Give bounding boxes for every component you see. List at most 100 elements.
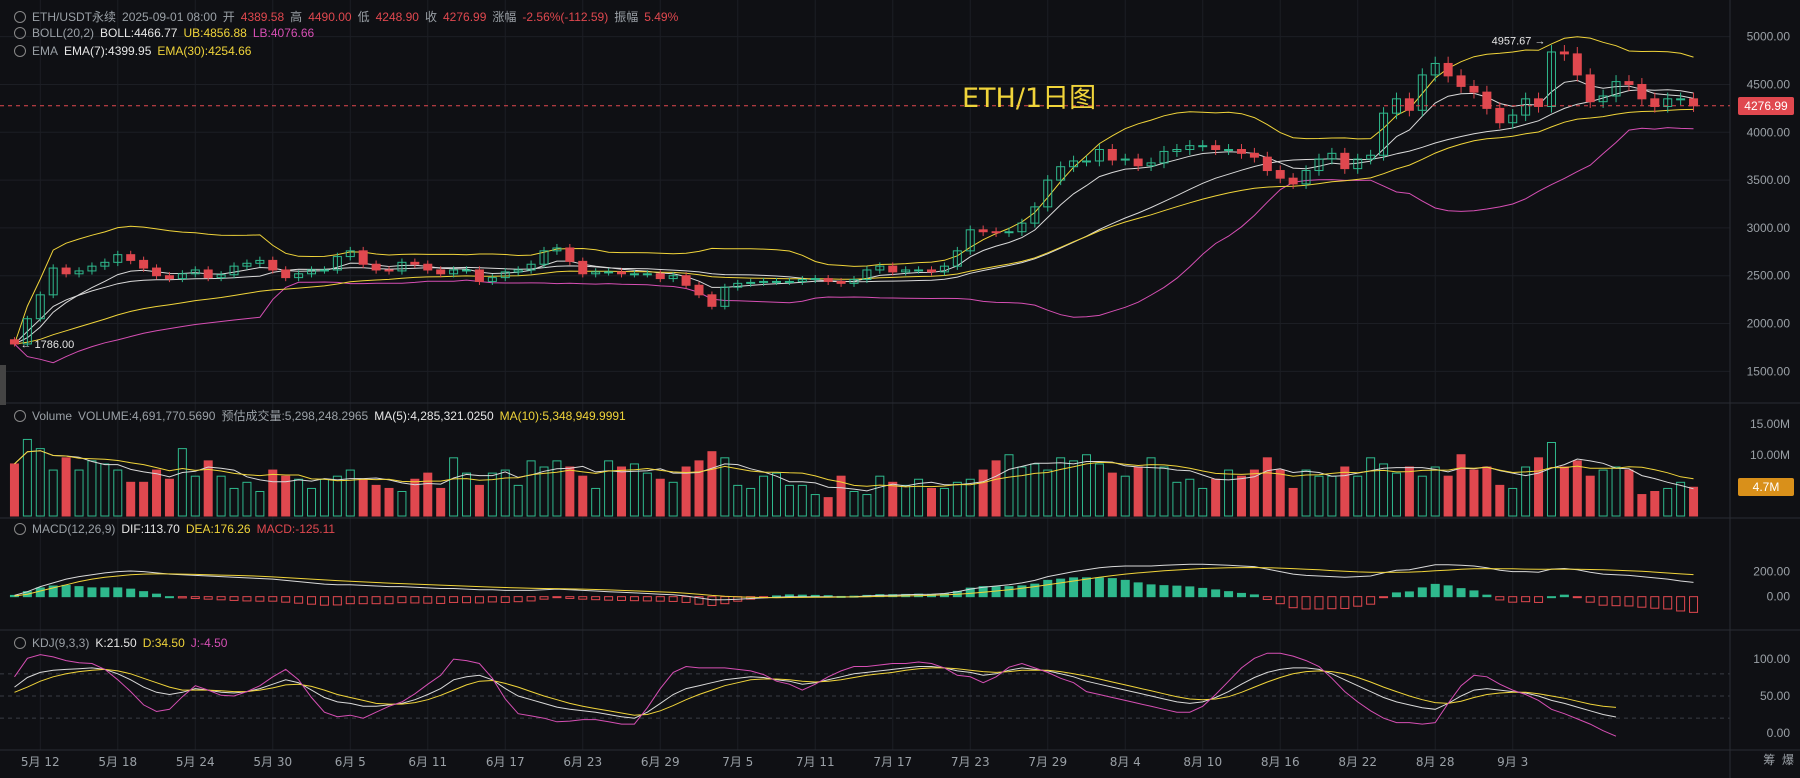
macd-bar [410, 596, 420, 604]
volume-bar [1469, 469, 1479, 517]
volume-bar [810, 494, 820, 517]
candle-body [1572, 53, 1582, 76]
macd-bar [1017, 585, 1027, 598]
macd-bar [61, 584, 71, 598]
candle-body [1366, 154, 1376, 160]
macd-bar [281, 596, 291, 603]
x-axis-label: 6月 23 [563, 755, 602, 769]
volume-bar [74, 469, 84, 517]
volume-bar [61, 457, 71, 517]
x-axis-label: 7月 23 [951, 755, 990, 769]
ema-header: EMA EMA(7):4399.95 EMA(30):4254.66 [14, 44, 251, 58]
macd-bar [1146, 584, 1156, 598]
macd-bar [578, 596, 588, 600]
candle-body [87, 265, 97, 272]
kdj-lines [14, 652, 1617, 737]
volume-bar [1301, 469, 1311, 517]
collapse-icon[interactable] [14, 10, 26, 23]
macd-bar [1559, 594, 1569, 598]
macd-bar [1107, 578, 1117, 598]
volume-bar [1094, 463, 1104, 517]
candle-body [410, 261, 420, 265]
candle-body [591, 271, 601, 275]
candle-body [1353, 158, 1363, 170]
collapse-icon[interactable] [14, 409, 26, 422]
macd-bar [1288, 596, 1298, 609]
candle-body [526, 263, 536, 271]
volume-bar [707, 451, 717, 517]
macd-bar [629, 596, 639, 602]
kdj-k-line [14, 666, 1617, 719]
bell-icon[interactable] [14, 27, 26, 39]
candle-body [604, 271, 614, 274]
boll-upper-line [14, 36, 1694, 345]
candle-body [1469, 85, 1479, 93]
candle-body [1133, 158, 1143, 167]
macd-bar [139, 591, 149, 598]
candle-body [1236, 149, 1246, 154]
volume-bar [746, 487, 756, 517]
collapse-icon[interactable] [14, 637, 26, 649]
macd-bar [1301, 596, 1311, 610]
candle-body [48, 267, 58, 296]
volume-bar [1585, 475, 1595, 517]
volume-bar [384, 487, 394, 517]
grid-lines [0, 0, 1730, 750]
kdj-axis-label: 50.00 [1760, 689, 1790, 703]
candle-body [332, 256, 342, 271]
volume-bar [1314, 475, 1324, 517]
x-axis-label: 7月 17 [873, 755, 912, 769]
candle-body [1611, 81, 1621, 97]
volume-bar [190, 475, 200, 517]
macd-axis-label: 200.00 [1753, 565, 1790, 579]
candle-body [345, 250, 355, 258]
candle-body [1404, 98, 1414, 111]
candle-body [1120, 158, 1130, 161]
boll-mid-value: BOLL:4466.77 [100, 26, 178, 40]
volume-bar [655, 478, 665, 517]
x-axis-label: 7月 5 [722, 755, 753, 769]
amp-value: 5.49% [644, 9, 679, 24]
volume-bar [978, 469, 988, 517]
candle-body [203, 269, 213, 279]
volume-bar [1495, 484, 1505, 517]
macd-bar [487, 596, 497, 603]
candle-body [1650, 98, 1660, 107]
macd-bar [462, 596, 472, 604]
close-value: 4276.99 [443, 9, 487, 24]
volume-bar [281, 475, 291, 517]
volume-ma5: MA(5):4,285,321.0250 [374, 408, 494, 423]
candle-body [319, 269, 329, 272]
macd-bar [332, 596, 342, 606]
volume-bar [1676, 481, 1686, 517]
candle-body [152, 267, 162, 277]
macd-lines [14, 563, 1694, 601]
volume-bar [358, 478, 368, 517]
candle-body [836, 280, 846, 284]
volume-bar [1546, 442, 1556, 517]
sidebar-toggle-handle[interactable] [0, 365, 6, 405]
volume-bar [823, 497, 833, 517]
volume-bar [436, 487, 446, 517]
open-label: 开 [222, 10, 235, 24]
bell-icon[interactable] [14, 45, 26, 57]
macd-dea-line [14, 566, 1694, 599]
macd-bar [1456, 588, 1466, 598]
volume-bar [164, 478, 174, 517]
liquidation-tool[interactable]: 爆 [1781, 753, 1794, 767]
volume-bar [87, 460, 97, 517]
macd-bar [1133, 582, 1143, 598]
candle-body [1107, 149, 1117, 161]
candle-body [1624, 81, 1634, 85]
volume-axis-label: 10.00M [1750, 448, 1790, 462]
macd-histogram-group [9, 577, 1699, 613]
candle-body [1598, 95, 1608, 103]
collapse-icon[interactable] [14, 523, 26, 535]
volume-bar [1004, 454, 1014, 517]
volume-bar [1689, 486, 1699, 517]
overlay-title: ETH/1日图 [962, 83, 1097, 114]
chip-tool[interactable]: 筹 [1763, 753, 1776, 767]
macd-header: MACD(12,26,9) DIF:113.70 DEA:176.26 MACD… [14, 522, 335, 536]
